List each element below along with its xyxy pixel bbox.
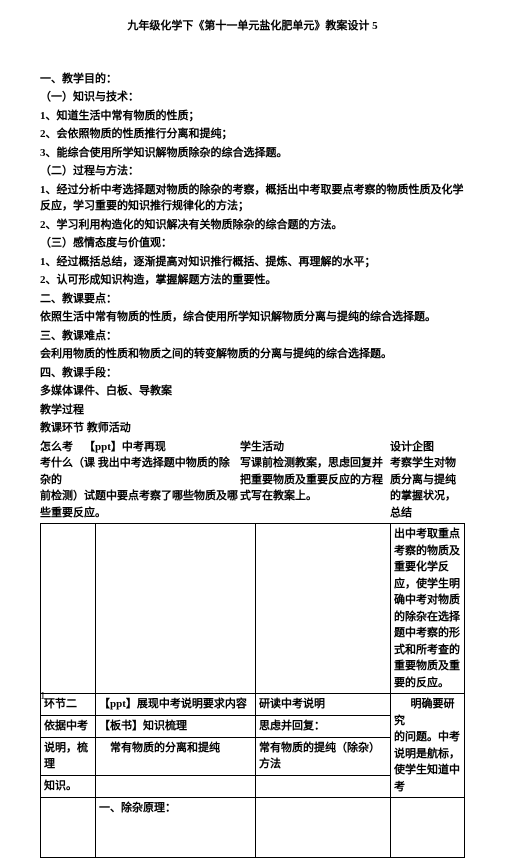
means-title: 四、教课手段： bbox=[40, 365, 465, 382]
design-text-top: 考察学生对物质分离与提纯的掌握状况，总结 bbox=[390, 455, 465, 521]
cell-r5-c bbox=[256, 776, 391, 798]
cell-r1-d: 出中考取重点考察的物质及重要化学反应，使学生明确中考对物质的除杂在选择题中考察的… bbox=[391, 524, 465, 694]
cell-r6-a bbox=[41, 798, 96, 858]
cell-r1-c bbox=[256, 524, 391, 694]
sub1-title: （一）知识与技术： bbox=[40, 89, 465, 106]
keypoint-title: 二、教课要点： bbox=[40, 291, 465, 308]
sub1-3: 3、能综合使用所学知识解物质除杂的综合选择题。 bbox=[40, 145, 465, 162]
cell-r2-c: 研读中考说明 bbox=[256, 694, 391, 716]
diff-title: 三、教课难点： bbox=[40, 328, 465, 345]
cell-r4-b: 常有物质的分离和提纯 bbox=[96, 737, 256, 776]
keypoint-text: 依照生活中常有物质的性质，综合使用所学知识解物质分离与提纯的综合选择题。 bbox=[40, 309, 465, 326]
doc-title: 九年级化学下《第十一单元盐化肥单元》教案设计 5 bbox=[40, 18, 465, 35]
link1-a: 怎么考 【ppt】中考再现 bbox=[40, 439, 240, 456]
cell-r1-a bbox=[41, 524, 96, 694]
means-text: 多媒体课件、白板、导教案 bbox=[40, 383, 465, 400]
sub1-2: 2、会依照物质的性质推行分离和提纯； bbox=[40, 126, 465, 143]
cell-r1-b bbox=[96, 524, 256, 694]
sub2-1: 1、经过分析中考选择题对物质的除杂的考察，概括出中考取要点考察的物质性质及化学反… bbox=[40, 182, 465, 215]
cell-r6-c bbox=[256, 798, 391, 858]
sub2-2: 2、学习利用构造化的知识解决有关物质除杂的综合题的方法。 bbox=[40, 217, 465, 234]
cell-r3-c: 思虑并回复： bbox=[256, 715, 391, 737]
proc-head1: 教课环节 教师活动 bbox=[40, 420, 465, 437]
cell-r6-b: 一、除杂原理： bbox=[96, 798, 256, 858]
student-title: 学生活动 bbox=[240, 439, 390, 456]
sub3-1: 1、经过概括总结，逐渐提高对知识推行概括、提炼、再理解的水平； bbox=[40, 254, 465, 271]
sub1-1: 1、知道生活中常有物质的性质； bbox=[40, 108, 465, 125]
design-title: 设计企图 bbox=[390, 439, 465, 456]
cell-r4-c: 常有物质的提纯（除杂）方法 bbox=[256, 737, 391, 776]
sub3-2: 2、认可形成知识构造，掌握解题方法的重要性。 bbox=[40, 272, 465, 289]
cell-r2-d: 明确要研究的问题。中考说明是航标，使学生知道中考 bbox=[391, 694, 465, 798]
cell-r3-a: 依据中考 bbox=[41, 715, 96, 737]
cell-r2-b: 【ppt】展现中考说明要求内容 bbox=[96, 694, 256, 716]
cell-r6-d bbox=[391, 798, 465, 858]
cell-r5-b bbox=[96, 776, 256, 798]
sub3-title: （三）感情态度与价值观： bbox=[40, 235, 465, 252]
proc-title: 教学过程 bbox=[40, 402, 465, 419]
cell-r3-b: 【板书】知识梳理 bbox=[96, 715, 256, 737]
cell-r5-a: 知识。 bbox=[41, 776, 96, 798]
cell-r2-a: 环节二 bbox=[41, 694, 96, 716]
lesson-table: 出中考取重点考察的物质及重要化学反应，使学生明确中考对物质的除杂在选择题中考察的… bbox=[40, 523, 465, 858]
diff-text: 会利用物质的性质和物质之间的转变解物质的分离与提纯的综合选择题。 bbox=[40, 346, 465, 363]
cell-r4-a: 说明，梳理 bbox=[41, 737, 96, 776]
student-text: 写课前检测教案，思虑回复并把重要物质及重要反应的方程式写在教案上。 bbox=[240, 455, 390, 505]
link1-d: 前检测）试题中要点考察了哪些物质及哪 bbox=[40, 488, 240, 505]
link1-c: 考什么（课 我出中考选择题中物质的除杂的 bbox=[40, 455, 240, 488]
sub2-title: （二）过程与方法： bbox=[40, 163, 465, 180]
link1-e: 些重要反应。 bbox=[40, 505, 240, 522]
goal-title: 一、教学目的： bbox=[40, 71, 465, 88]
page-number: 1 bbox=[40, 688, 46, 705]
